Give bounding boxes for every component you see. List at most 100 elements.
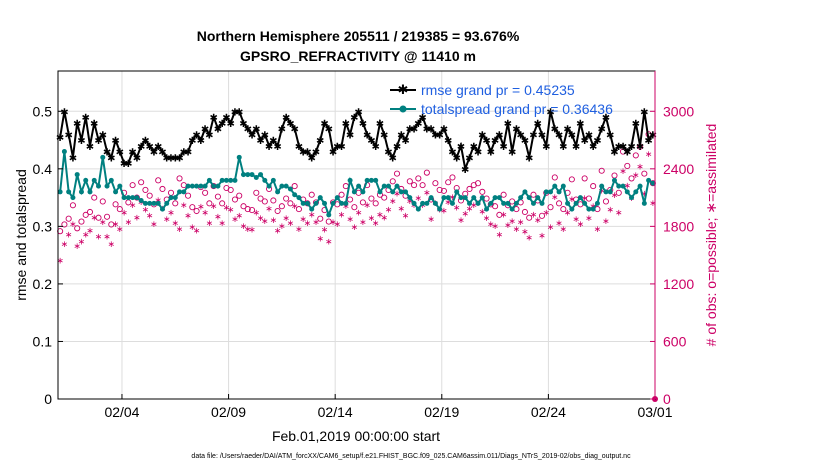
totalspread-point <box>347 177 353 183</box>
obs-assimilated-point: ∗ <box>385 205 393 215</box>
rmse-point: ✱ <box>120 159 128 170</box>
obs-possible-point <box>129 182 136 189</box>
y-left-tick-label: 0.5 <box>33 103 53 119</box>
obs-assimilated-point: ∗ <box>351 222 359 232</box>
obs-possible-point <box>440 187 447 194</box>
rmse-point: ✱ <box>64 130 72 141</box>
rmse-point: ✱ <box>495 130 503 141</box>
obs-assimilated-point: ∗ <box>645 149 653 159</box>
obs-possible-point <box>547 204 554 211</box>
obs-possible-point <box>99 198 106 205</box>
obs-possible-point <box>214 193 221 200</box>
obs-possible-point <box>381 194 388 201</box>
x-tick-label: 02/24 <box>531 404 566 420</box>
rmse-point: ✱ <box>188 136 196 147</box>
totalspread-point <box>458 195 464 201</box>
totalspread-point <box>479 195 485 201</box>
rmse-point: ✱ <box>82 113 90 124</box>
obs-assimilated-point: ∗ <box>619 166 627 176</box>
obs-possible-point <box>61 221 68 228</box>
rmse-point: ✱ <box>444 136 452 147</box>
obs-assimilated-point: ∗ <box>376 209 384 219</box>
totalspread-point <box>121 195 127 201</box>
obs-assimilated-point: ∗ <box>99 217 107 227</box>
totalspread-point <box>334 195 340 201</box>
totalspread-point <box>624 189 630 195</box>
totalspread-point <box>292 192 298 198</box>
obs-assimilated-point: ∗ <box>466 204 474 214</box>
totalspread-point <box>646 177 652 183</box>
totalspread-point <box>211 183 217 189</box>
rmse-point: ✱ <box>371 142 379 153</box>
totalspread-point <box>155 200 161 206</box>
rmse-point: ✱ <box>184 148 192 159</box>
totalspread-point <box>441 195 447 201</box>
rmse-point: ✱ <box>427 125 435 136</box>
obs-assimilated-point: ∗ <box>56 255 64 265</box>
rmse-point: ✱ <box>56 133 64 144</box>
rmse-point: ✱ <box>397 130 405 141</box>
x-axis-label: Feb.01,2019 00:00:00 start <box>272 428 440 444</box>
rmse-point: ✱ <box>410 125 418 136</box>
obs-assimilated-point: ∗ <box>316 233 324 243</box>
y-axis-right: 0 600 1200 1800 2400 3000 <box>650 71 694 407</box>
obs-assimilated-point: ∗ <box>602 216 610 226</box>
obs-assimilated-point: ∗ <box>125 217 133 227</box>
totalspread-point <box>168 195 174 201</box>
rmse-point: ✱ <box>491 136 499 147</box>
obs-possible-point <box>206 200 213 207</box>
obs-possible-point <box>556 200 563 207</box>
totalspread-point <box>573 200 579 206</box>
rmse-point: ✱ <box>329 148 337 159</box>
totalspread-point <box>215 183 221 189</box>
totalspread-point <box>117 183 123 189</box>
rmse-point: ✱ <box>171 153 179 164</box>
rmse-point: ✱ <box>401 136 409 147</box>
rmse-point: ✱ <box>128 148 136 159</box>
obs-possible-point <box>261 198 268 205</box>
obs-assimilated-point: ∗ <box>449 192 457 202</box>
obs-possible-point <box>112 201 119 208</box>
obs-assimilated-point: ∗ <box>261 216 269 226</box>
obs-assimilated-point: ∗ <box>248 225 256 235</box>
totalspread-point <box>620 183 626 189</box>
legend-spread-marker <box>399 105 407 113</box>
obs-assimilated-point: ∗ <box>615 207 623 217</box>
totalspread-point <box>526 195 532 201</box>
rmse-point: ✱ <box>538 130 546 141</box>
obs-possible-point <box>585 195 592 202</box>
totalspread-point <box>304 200 310 206</box>
totalspread-point <box>275 189 281 195</box>
totalspread-point <box>258 172 264 178</box>
obs-assimilated-point: ∗ <box>649 198 657 208</box>
obs-possible-point <box>496 211 503 218</box>
rmse-point: ✱ <box>363 130 371 141</box>
obs-assimilated-point: ∗ <box>146 210 154 220</box>
obs-possible-point <box>615 189 622 196</box>
totalspread-point <box>603 189 609 195</box>
totalspread-point <box>339 200 345 206</box>
rmse-point: ✱ <box>555 130 563 141</box>
obs-assimilated-point: ∗ <box>95 231 103 241</box>
rmse-point: ✱ <box>103 148 111 159</box>
obs-possible-point <box>278 203 285 210</box>
rmse-point: ✱ <box>644 136 652 147</box>
obs-assimilated-point: ∗ <box>538 231 546 241</box>
rmse-point: ✱ <box>201 125 209 136</box>
rmse-point: ✱ <box>453 153 461 164</box>
obs-assimilated-point: ∗ <box>304 218 312 228</box>
totalspread-point <box>194 183 200 189</box>
totalspread-point <box>381 183 387 189</box>
obs-possible-point <box>632 152 639 159</box>
totalspread-point <box>637 183 643 189</box>
y-axis-left-label: rmse and totalspread <box>13 169 29 301</box>
rmse-point: ✱ <box>376 119 384 130</box>
obs-assimilated-point: ∗ <box>453 203 461 213</box>
obs-assimilated-point: ∗ <box>291 201 299 211</box>
legend-rmse-marker: ✱ <box>398 82 409 97</box>
obs-assimilated-point: ∗ <box>500 209 508 219</box>
rmse-point: ✱ <box>593 136 601 147</box>
rmse-point: ✱ <box>295 142 303 153</box>
rmse-point: ✱ <box>534 119 542 130</box>
obs-assimilated-point: ∗ <box>564 207 572 217</box>
